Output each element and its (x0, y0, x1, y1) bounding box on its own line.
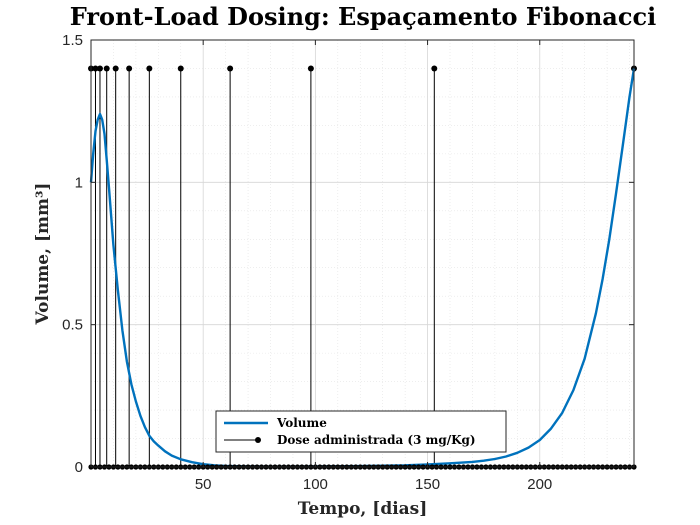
dose-marker (96, 65, 103, 72)
dose-marker (177, 65, 184, 72)
x-axis-label: Tempo, [dias] (298, 499, 428, 519)
y-axis-label: Volume, [mm³] (33, 183, 53, 326)
dose-marker (112, 65, 119, 72)
dose-marker (431, 65, 438, 72)
y-tick-label: 1 (75, 174, 83, 191)
y-tick-label: 1.5 (62, 32, 83, 49)
volume-series (89, 68, 636, 468)
axes-box (90, 39, 635, 468)
legend-entry-dose: Dose administrada (3 mg/Kg) (277, 433, 476, 447)
plot-area (91, 40, 634, 467)
legend: Volume Dose administrada (3 mg/Kg) (215, 410, 507, 453)
x-tick-label: 150 (415, 476, 440, 493)
dose-marker (227, 65, 234, 72)
dose-marker (92, 65, 99, 72)
chart-title: Front-Load Dosing: Espaçamento Fibonacci (70, 2, 656, 31)
volume-line (89, 68, 636, 468)
legend-entry-volume: Volume (276, 416, 327, 430)
legend-marker-dose (255, 437, 261, 443)
axis-ticks (91, 39, 634, 468)
dose-marker (146, 65, 153, 72)
legend-box (215, 410, 507, 453)
dose-marker (126, 65, 133, 72)
y-tick-label: 0.5 (62, 317, 83, 334)
x-tick-label: 200 (527, 476, 552, 493)
dose-marker (307, 65, 314, 72)
tick-labels: 50 100 150 200 0 0.5 1 1.5 (62, 32, 552, 493)
y-tick-label: 0 (75, 459, 83, 476)
x-tick-label: 100 (303, 476, 328, 493)
dose-marker (103, 65, 110, 72)
x-tick-label: 50 (195, 476, 212, 493)
